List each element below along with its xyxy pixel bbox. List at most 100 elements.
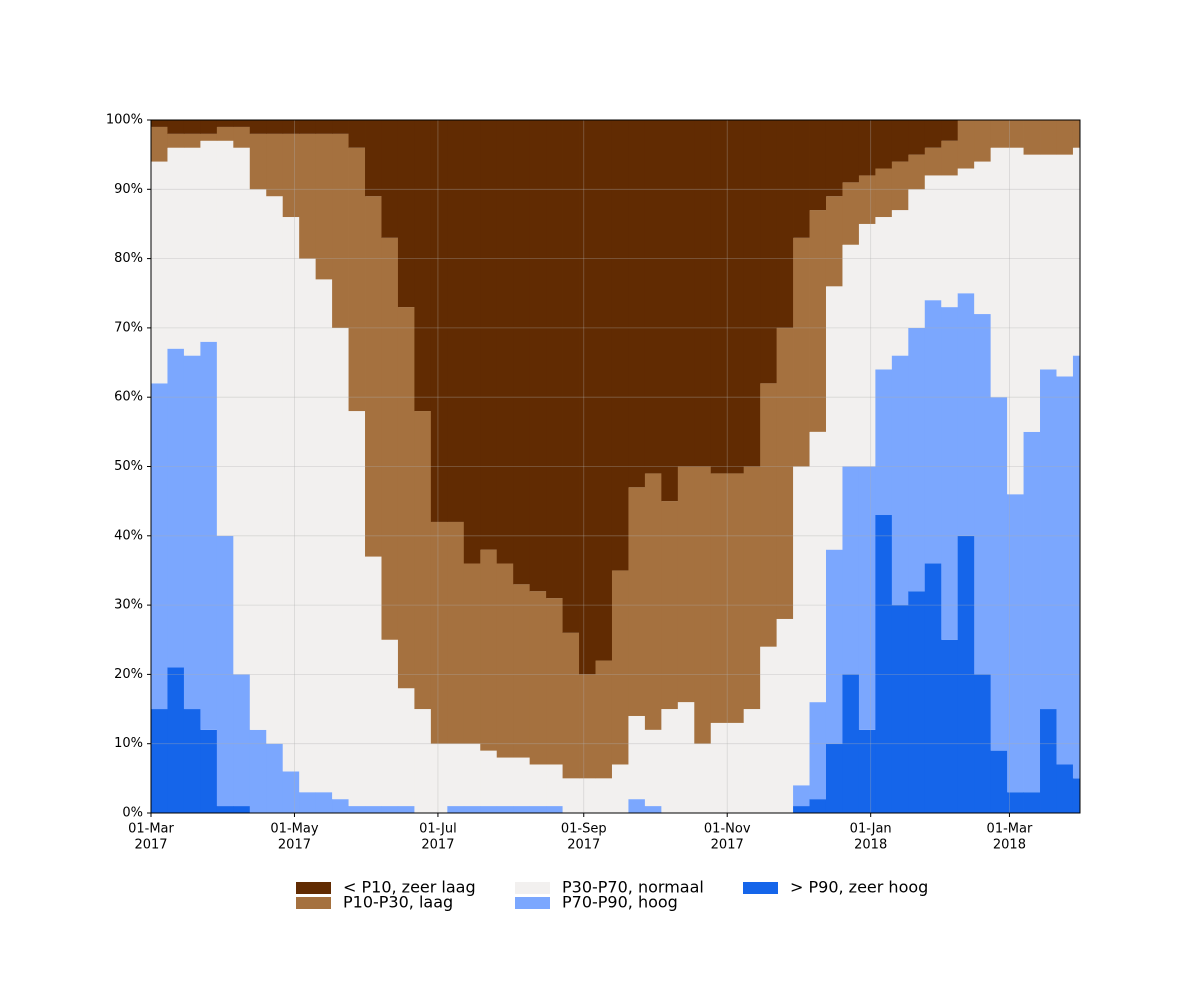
area-segment	[183, 355, 201, 710]
area-segment	[200, 120, 218, 134]
area-segment	[200, 140, 218, 342]
area-segment	[776, 327, 794, 619]
area-segment	[1023, 120, 1041, 155]
area-segment	[513, 120, 531, 585]
area-segment	[1007, 792, 1024, 813]
area-segment	[941, 175, 959, 308]
area-segment	[480, 120, 498, 550]
area-segment	[710, 722, 728, 813]
area-segment	[1023, 431, 1041, 793]
area-segment	[875, 515, 893, 813]
area-segment	[1023, 154, 1041, 432]
area-segment	[677, 120, 695, 467]
y-tick-label: 100%	[106, 113, 143, 128]
area-segment	[348, 411, 366, 807]
area-segment	[595, 120, 613, 661]
area-segment	[151, 383, 168, 710]
area-segment	[710, 473, 728, 723]
area-segment	[299, 120, 317, 134]
area-segment	[990, 147, 1008, 398]
area-segment	[266, 133, 284, 197]
area-segment	[332, 120, 349, 134]
legend-label: P30-P70, normaal	[562, 878, 704, 897]
area-segment	[183, 147, 201, 356]
area-segment	[924, 120, 942, 148]
area-segment	[315, 279, 333, 793]
axes-frame	[150, 119, 1081, 814]
area-segment	[875, 369, 893, 516]
area-segment	[167, 133, 185, 148]
area-segment	[282, 120, 300, 134]
area-segment	[233, 120, 251, 127]
area-segment	[430, 521, 448, 744]
x-tick-label: 2017	[711, 838, 744, 853]
area-segment	[611, 570, 629, 765]
area-segment	[397, 120, 415, 308]
x-tick-label: 2018	[993, 838, 1026, 853]
area-segment	[924, 175, 942, 301]
legend-swatch	[743, 882, 778, 894]
area-segment	[1023, 792, 1041, 813]
area-segment	[825, 286, 843, 550]
area-segment	[1072, 778, 1081, 813]
area-segment	[496, 806, 514, 813]
x-tick-label: 01-Mar	[987, 822, 1033, 837]
x-tick-label: 01-May	[270, 822, 318, 837]
area-segment	[414, 120, 432, 412]
area-segment	[183, 709, 201, 813]
area-segment	[842, 244, 860, 467]
area-segment	[1040, 154, 1057, 370]
area-segment	[1040, 369, 1057, 710]
area-segment	[644, 806, 662, 813]
area-segment	[825, 743, 843, 813]
area-segment	[941, 639, 959, 813]
area-segment	[1072, 147, 1081, 356]
area-segment	[809, 799, 827, 813]
area-segment	[233, 147, 251, 675]
area-segment	[200, 341, 218, 730]
area-segment	[677, 702, 695, 813]
area-segment	[397, 688, 415, 807]
area-segment	[875, 120, 893, 169]
area-segment	[628, 120, 646, 488]
area-segment	[266, 120, 284, 134]
area-segment	[941, 140, 959, 176]
area-segment	[266, 196, 284, 744]
area-segment	[842, 674, 860, 813]
area-segment	[842, 466, 860, 675]
y-tick-label: 50%	[114, 459, 143, 474]
area-segment	[1056, 376, 1074, 765]
area-segment	[858, 223, 876, 467]
y-tick-label: 70%	[114, 320, 143, 335]
area-segment	[299, 133, 317, 259]
area-segment	[908, 154, 926, 190]
area-segment	[891, 210, 909, 356]
area-segment	[365, 556, 382, 807]
area-segment	[908, 327, 926, 592]
area-segment	[579, 674, 596, 779]
area-segment	[793, 785, 810, 807]
area-segment	[233, 126, 251, 148]
area-segment	[891, 355, 909, 606]
area-segment	[1072, 120, 1081, 148]
area-segment	[858, 729, 876, 813]
area-segment	[233, 806, 251, 813]
x-tick-label: 01-Jul	[419, 822, 457, 837]
area-segment	[216, 535, 234, 807]
area-segment	[793, 120, 810, 238]
area-segment	[414, 709, 432, 813]
x-tick-label: 01-Mar	[128, 822, 174, 837]
area-segment	[216, 126, 234, 141]
area-segment	[151, 120, 168, 127]
plot-area	[151, 120, 1081, 813]
area-segment	[480, 549, 498, 751]
x-tick-label: 2017	[278, 838, 311, 853]
area-segment	[776, 618, 794, 813]
area-segment	[1007, 494, 1024, 793]
area-segment	[282, 133, 300, 218]
legend-swatch	[515, 897, 550, 909]
area-segment	[365, 806, 382, 813]
x-tick-label: 01-Jan	[850, 822, 892, 837]
area-segment	[299, 792, 317, 813]
area-segment	[809, 702, 827, 800]
